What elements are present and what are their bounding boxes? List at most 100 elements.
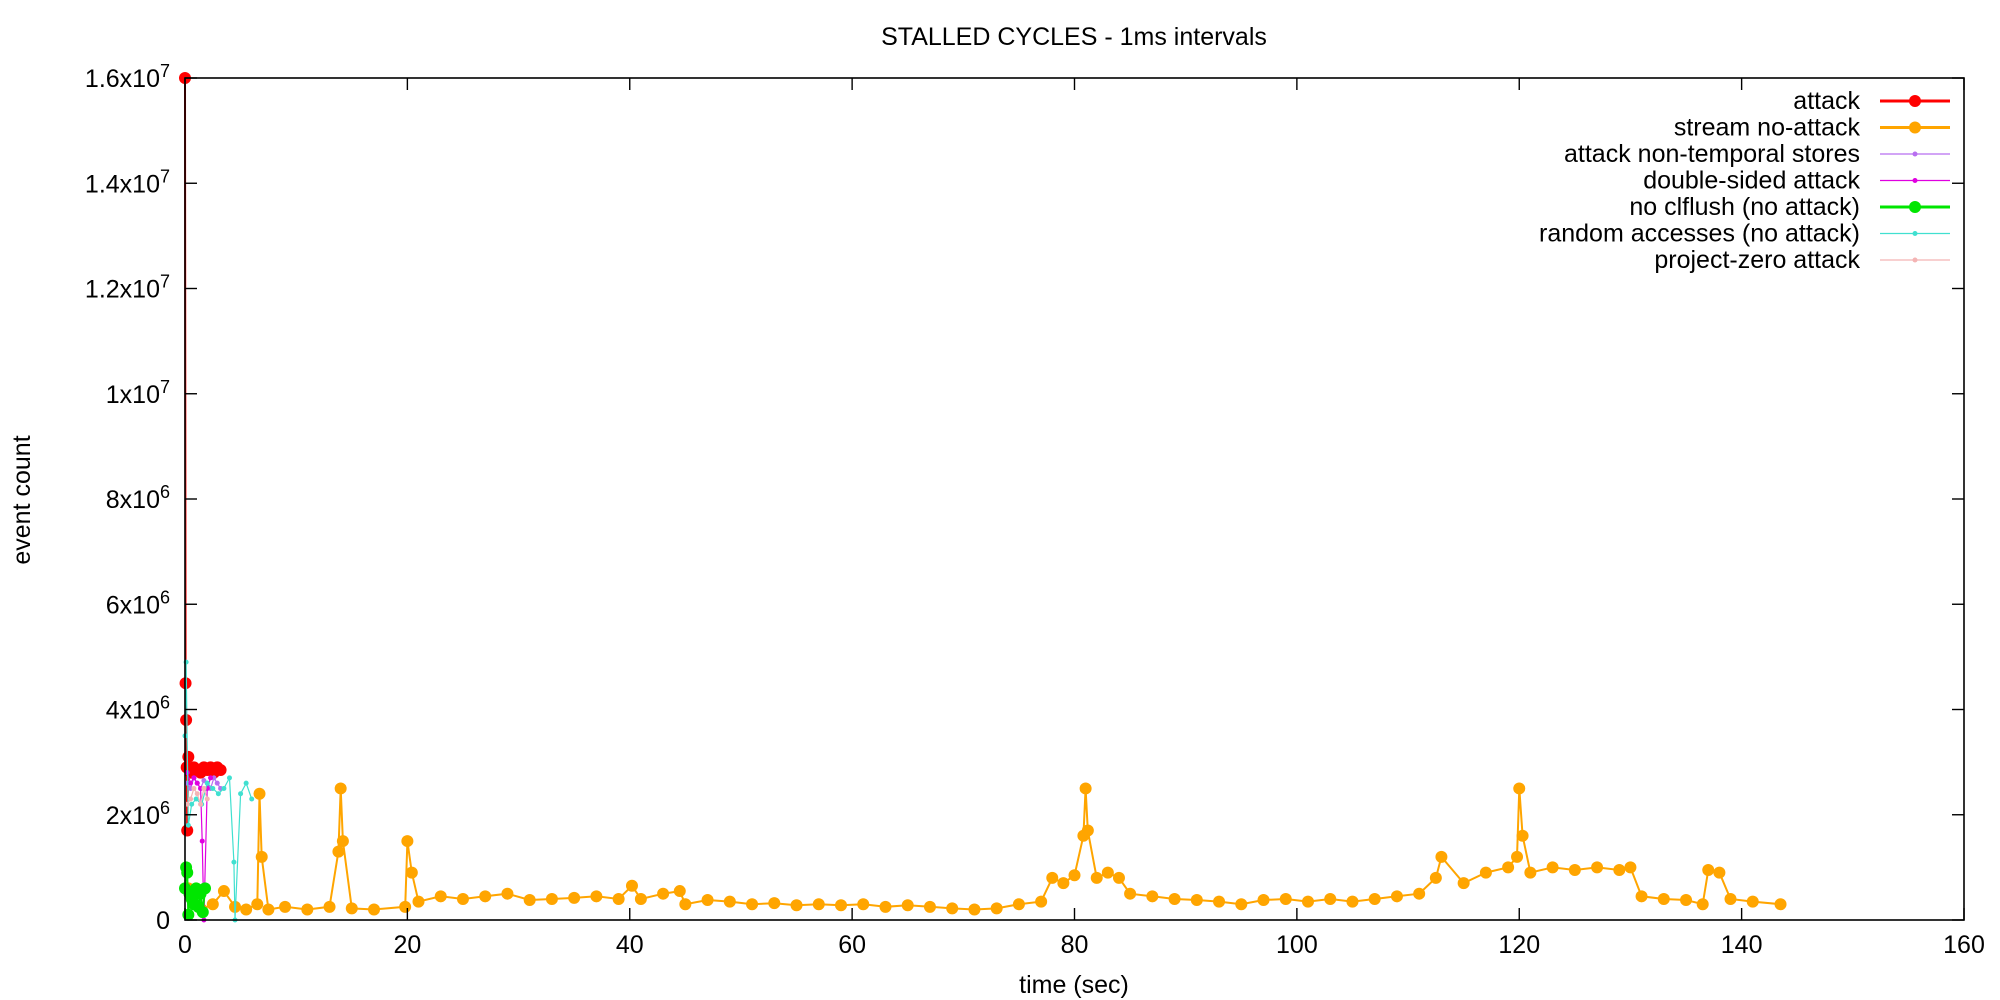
data-point [1713, 866, 1726, 879]
y-tick-label: 6x106 [106, 587, 170, 619]
data-point [188, 780, 194, 786]
data-point [201, 785, 207, 791]
legend-label: attack [1793, 87, 1860, 115]
data-point [625, 879, 638, 892]
data-point [946, 902, 959, 915]
data-point [1568, 864, 1581, 877]
legend-label: random accesses (no attack) [1539, 220, 1860, 248]
data-point [1591, 861, 1604, 874]
data-point [1624, 861, 1637, 874]
data-point [199, 882, 212, 895]
data-point [1435, 850, 1448, 863]
x-axis-label: time (sec) [1019, 971, 1129, 999]
data-point [1146, 890, 1159, 903]
data-point [182, 908, 195, 921]
data-point [368, 903, 381, 916]
data-point [201, 778, 207, 784]
data-point [501, 887, 514, 900]
data-point [251, 898, 264, 911]
x-tick-label: 120 [1498, 931, 1540, 959]
data-point [193, 796, 199, 802]
data-point [1546, 861, 1559, 874]
data-point [208, 775, 214, 781]
x-tick-label: 100 [1276, 931, 1318, 959]
data-point [249, 796, 255, 802]
legend-label: attack non-temporal stores [1564, 140, 1860, 168]
legend-item-project-zero-attack: project-zero attack [1654, 246, 1950, 274]
data-point [634, 892, 647, 905]
data-point [590, 890, 603, 903]
chart-title: STALLED CYCLES - 1ms intervals [881, 23, 1267, 51]
data-point [1279, 892, 1292, 905]
y-tick-label: 1x107 [106, 377, 170, 409]
legend-item-attack-non-temporal-stores: attack non-temporal stores [1564, 140, 1950, 168]
y-tick-label: 2x106 [106, 798, 170, 830]
x-tick-label: 0 [178, 931, 192, 959]
data-point [255, 850, 268, 863]
data-point [1724, 892, 1737, 905]
data-point [231, 859, 237, 865]
data-point [401, 835, 414, 848]
data-point [1324, 892, 1337, 905]
legend-swatch-marker [1912, 257, 1918, 263]
data-point [204, 780, 210, 786]
data-point [1046, 871, 1059, 884]
data-point [1079, 782, 1092, 795]
data-point [568, 891, 581, 904]
data-point [210, 785, 216, 791]
data-point [1301, 895, 1314, 908]
data-point [206, 898, 219, 911]
data-point [434, 890, 447, 903]
data-point [191, 775, 197, 781]
data-point [679, 898, 692, 911]
data-point [1511, 850, 1524, 863]
data-point [1112, 871, 1125, 884]
data-point [1035, 895, 1048, 908]
data-point [1368, 892, 1381, 905]
series-stream-no-attack [182, 782, 1787, 916]
data-point [1012, 898, 1025, 911]
data-point [226, 775, 232, 781]
legend-label: project-zero attack [1654, 246, 1860, 274]
data-point [673, 885, 686, 898]
legend-swatch-marker [1909, 121, 1921, 134]
data-point [243, 780, 249, 786]
x-tick-label: 160 [1943, 931, 1985, 959]
plot-area [179, 72, 1787, 923]
legend-item-double-sided-attack: double-sided attack [1643, 167, 1950, 195]
data-point [240, 903, 253, 916]
data-point [545, 892, 558, 905]
legend-swatch-marker [1909, 201, 1921, 213]
legend-swatch-marker [1912, 178, 1918, 183]
data-point [1190, 894, 1203, 907]
data-point [198, 801, 204, 807]
data-point [1057, 877, 1070, 890]
data-point [1657, 892, 1670, 905]
data-point [1635, 890, 1648, 903]
legend-item-no-clflush-no-attack: no clflush (no attack) [1629, 193, 1950, 221]
data-point [1413, 887, 1426, 900]
data-point [1213, 895, 1226, 908]
data-point [188, 796, 194, 802]
y-tick-label: 1.4x107 [85, 166, 170, 198]
data-point [262, 903, 275, 916]
axes: 0 20 40 60 80 100 120 140 160 0 2x106 4x106 6x106 8x1… [85, 61, 1985, 959]
data-point [835, 899, 848, 912]
x-tick-label: 140 [1721, 931, 1763, 959]
legend-label: double-sided attack [1643, 167, 1860, 195]
data-point [214, 764, 227, 777]
legend-swatch-marker [1912, 231, 1918, 236]
data-point [185, 822, 191, 828]
data-point [1774, 898, 1787, 911]
data-point [345, 902, 358, 915]
data-point [701, 894, 714, 907]
data-point [1457, 877, 1470, 890]
data-point [857, 898, 870, 911]
data-point [279, 900, 292, 913]
data-point [1502, 861, 1515, 874]
data-point [1068, 869, 1081, 882]
y-tick-label: 8x106 [106, 482, 170, 514]
data-point [1516, 829, 1529, 842]
